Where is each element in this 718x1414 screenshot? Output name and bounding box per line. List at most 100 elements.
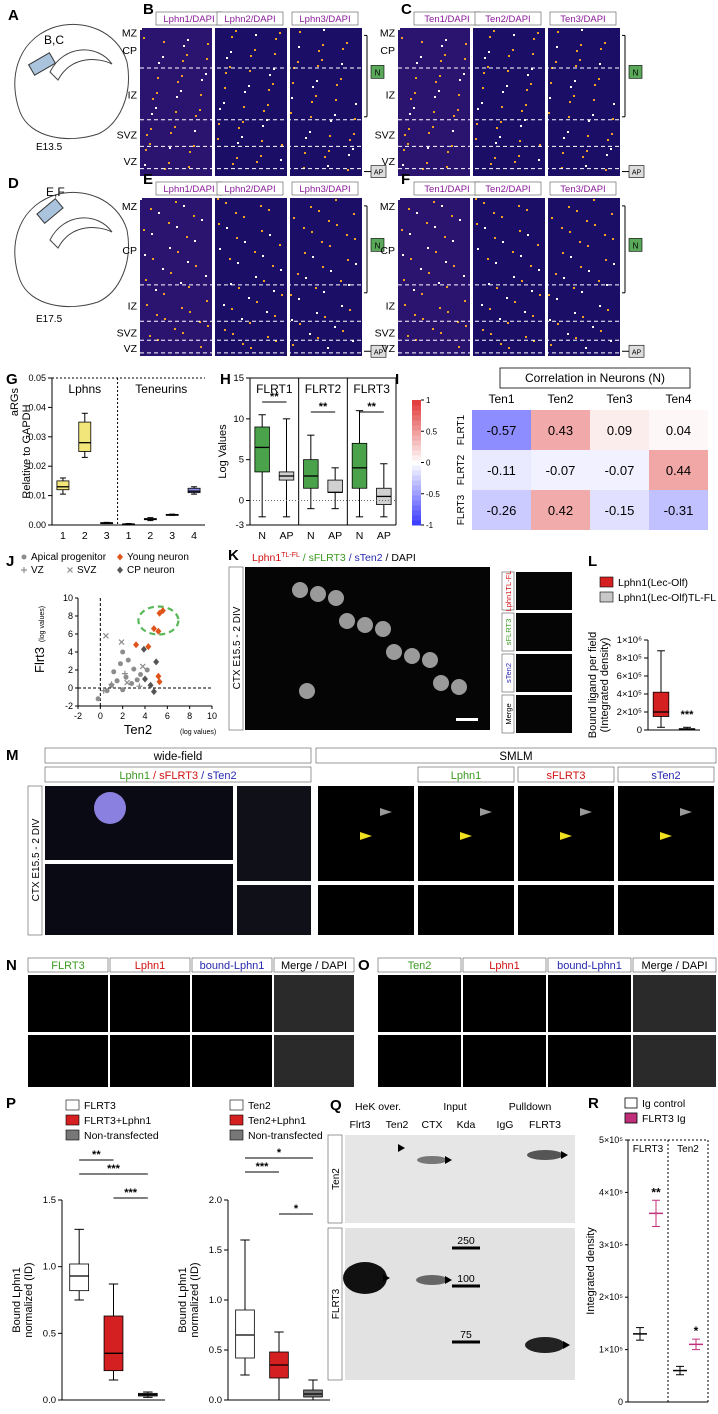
cell-value: -0.26 [487,503,517,518]
layer-label: VZ [382,156,396,168]
zone-label: AP [632,349,642,356]
point [156,609,163,617]
signal-dot [493,212,495,214]
signal-dot [458,346,460,348]
nucleus [404,648,420,664]
signal-dot [573,287,575,289]
signal-dot [316,312,318,314]
image [45,864,233,935]
signal-dot [201,79,203,81]
point [140,645,147,653]
signal-dot [549,319,551,321]
image [110,1035,190,1087]
signal-dot [163,41,165,43]
row-label: FLRT2 [456,454,467,485]
x-tick-label: N [356,530,364,542]
signal-dot [355,103,357,105]
signal-dot [537,244,539,246]
signal-dot [318,210,320,212]
significance-label: ** [92,1149,101,1161]
signal-dot [496,287,498,289]
signal-dot [476,223,478,225]
signal-dot [180,90,182,92]
signal-dot [299,323,301,325]
signal-dot [447,311,449,313]
signal-dot [421,41,423,43]
image [237,786,311,881]
label-box [549,181,617,196]
label-part: Lphn1 [119,770,150,782]
signal-dot [604,42,606,44]
signal-dot [335,99,337,101]
y-tick-label: 0 [637,725,642,736]
layer-label: SVZ [375,130,396,142]
signal-dot [409,113,411,115]
x-tick-label: 8 [187,711,192,721]
panel-letter: J [6,553,14,570]
y-tick-label: 4 [68,647,73,657]
signal-dot [581,29,583,31]
signal-dot [207,43,209,45]
signal-dot [261,230,263,232]
y-axis-label: normalized (ID) [23,1262,35,1337]
point [114,678,120,684]
signal-dot [236,237,238,239]
signal-dot [519,140,521,142]
signal-dot [579,59,581,61]
signal-dot [521,280,523,282]
header-box [191,957,273,973]
signal-dot [290,294,292,296]
signal-dot [502,241,504,243]
signal-dot [292,82,294,84]
y-tick-label: 3×10⁵ [599,1240,623,1250]
signal-dot [268,209,270,211]
column-label: Ten4 [665,392,691,406]
point [131,666,137,672]
colorbar-step [412,485,421,491]
point [95,696,101,702]
signal-dot [230,51,232,53]
legend-label: Ten2+Lphn1 [248,1115,306,1127]
signal-dot [599,63,601,65]
group-label: FLRT1 [256,382,293,396]
highlight-ellipse [137,605,180,636]
heatmap-cell [531,450,590,490]
signal-dot [495,142,497,144]
signal-dot [453,265,455,267]
signal-dot [465,325,467,327]
signal-dot [293,217,295,219]
chart-title: aRGs [9,388,21,417]
box [78,421,92,452]
signal-dot [143,229,145,231]
signal-dot [463,275,465,277]
label-box [228,566,244,731]
signal-dot [527,74,529,76]
image [290,28,362,176]
signal-dot [612,238,614,240]
signal-dot [182,332,184,334]
signal-dot [574,80,576,82]
signal-dot [305,137,307,139]
signal-dot [521,110,523,112]
panel-letter: F [401,171,410,188]
colorbar-step [412,470,421,476]
signal-dot [194,130,196,132]
signal-dot [249,322,251,324]
signal-dot [525,336,527,338]
signal-dot [291,319,293,321]
slice-box [36,197,64,225]
image [192,1035,272,1087]
y-axis-label: Relative to GAPDH [21,404,33,498]
image [398,28,470,176]
signal-dot [568,206,570,208]
signal-dot [502,91,504,93]
image [516,654,572,692]
signal-dot [336,84,338,86]
signal-dot [237,262,239,264]
image [548,28,620,176]
signal-dot [143,37,145,39]
point [145,643,152,651]
signal-dot [241,136,243,138]
signal-dot [413,289,415,291]
legend-marker [21,567,27,573]
